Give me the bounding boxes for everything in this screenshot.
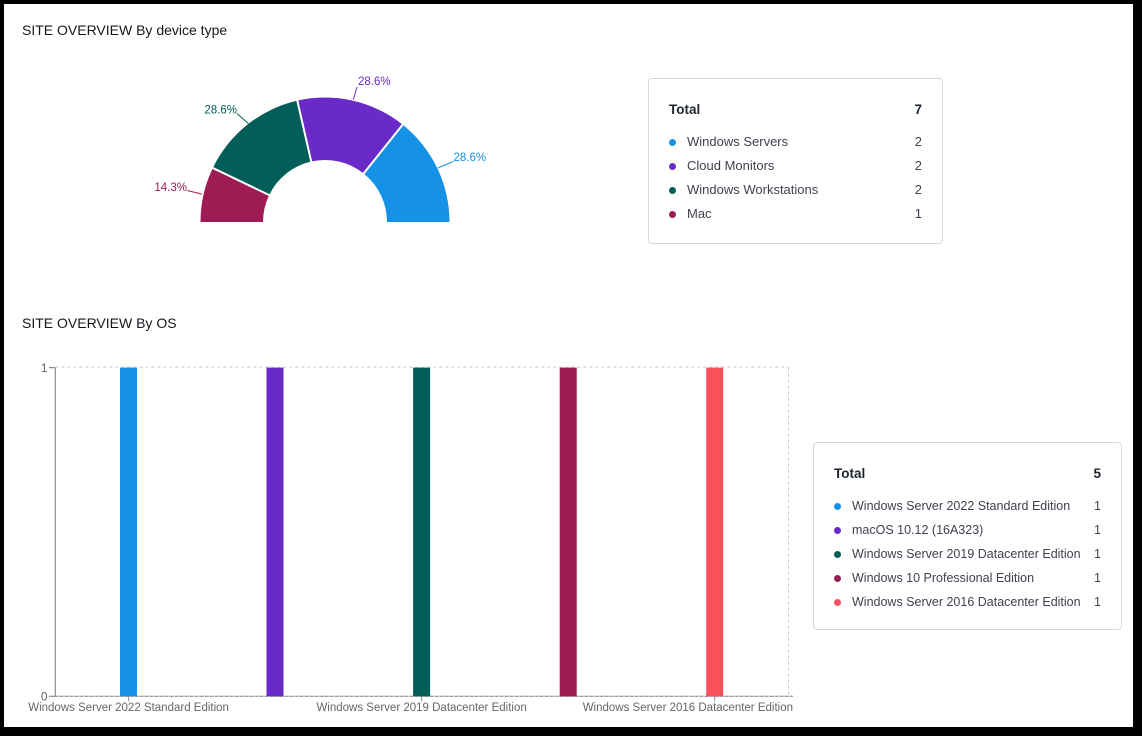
svg-text:14.3%: 14.3% [154,182,187,194]
svg-text:0: 0 [41,690,48,704]
svg-text:Windows Server 2019 Datacenter: Windows Server 2019 Datacenter Edition [316,702,526,714]
svg-text:28.6%: 28.6% [204,105,237,117]
svg-text:28.6%: 28.6% [454,152,487,164]
svg-text:28.6%: 28.6% [358,76,391,88]
svg-text:Windows Server 2022 Standard E: Windows Server 2022 Standard Edition [28,702,229,714]
svg-text:1: 1 [41,361,48,375]
svg-text:Windows Server 2016 Datacenter: Windows Server 2016 Datacenter Edition [583,702,793,714]
